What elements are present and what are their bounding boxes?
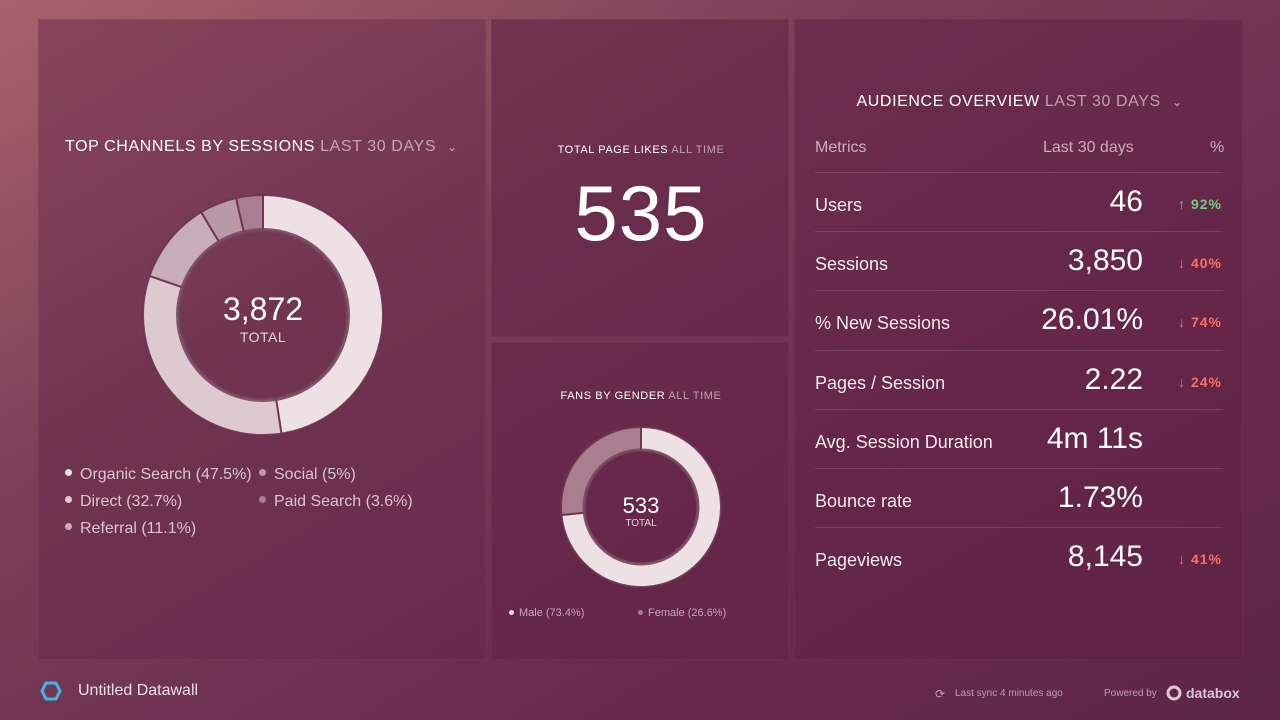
metric-value: 4m 11s [1046, 421, 1143, 455]
metric-change-badge: ↑ 92% [1178, 196, 1222, 212]
datawall-logo-icon [40, 681, 62, 701]
audience-overview-period: LAST 30 DAYS [1044, 93, 1161, 110]
metric-change-value: 41% [1190, 551, 1222, 568]
metric-row: Bounce rate 1.73% [815, 468, 1223, 527]
column-header-period: Last 30 days [1043, 139, 1134, 156]
legend-dot [259, 469, 266, 477]
top-channels-title-text: TOP CHANNELS BY SESSIONS [65, 138, 316, 155]
metric-change-value: 24% [1190, 373, 1222, 390]
metric-value: 26.01% [1041, 303, 1143, 337]
fans-by-gender-panel: FANS BY GENDER ALL TIME 533 TOTAL Male (… [491, 342, 789, 660]
metric-change-badge: ↓ 74% [1178, 314, 1222, 330]
last-sync-status: Last sync 4 minutes ago [955, 688, 1063, 699]
channels-total-label: TOTAL [240, 329, 286, 345]
chevron-down-icon[interactable]: ⌄ [1171, 95, 1183, 109]
legend-label: Paid Search (3.6%) [274, 493, 413, 510]
legend-dot [509, 609, 514, 615]
metric-change-value: 74% [1190, 314, 1222, 331]
powered-by-label: Powered by [1104, 688, 1157, 699]
channels-total-value: 3,872 [223, 291, 303, 327]
legend-item-paid-search: Paid Search (3.6%) [259, 493, 413, 511]
fans-by-gender-period: ALL TIME [668, 390, 722, 402]
metric-label: Users [815, 195, 863, 215]
metric-value: 1.73% [1057, 481, 1143, 514]
metric-row: Pages / Session 2.22 ↓ 24% [815, 349, 1223, 409]
metric-value: 3,850 [1067, 244, 1143, 278]
legend-item-organic-search: Organic Search (47.5%) [65, 466, 252, 484]
metric-row: % New Sessions 26.01% ↓ 74% [815, 290, 1223, 349]
legend-label: Organic Search (47.5%) [80, 466, 252, 483]
metric-value: 46 [1109, 185, 1143, 218]
top-channels-title[interactable]: TOP CHANNELS BY SESSIONS LAST 30 DAYS ⌄ [65, 138, 458, 156]
chevron-down-icon[interactable]: ⌄ [447, 140, 458, 154]
legend-item-referral: Referral (11.1%) [65, 520, 196, 538]
databox-brand[interactable]: databox [1186, 685, 1240, 701]
metric-row: Pageviews 8,145 ↓ 41% [815, 527, 1223, 586]
databox-logo-icon [1166, 685, 1182, 701]
metric-row: Users 46 ↑ 92% [815, 172, 1223, 231]
legend-label: Referral (11.1%) [80, 520, 197, 537]
datawall-title[interactable]: Untitled Datawall [78, 682, 199, 699]
gender-donut-inner-ring [582, 448, 700, 566]
legend-label: Social (5%) [274, 466, 356, 483]
column-header-metrics: Metrics [815, 139, 867, 156]
legend-label: Direct (32.7%) [80, 493, 183, 510]
metric-value: 8,145 [1067, 540, 1143, 574]
arrow-up-icon: ↑ [1178, 196, 1191, 212]
legend-item-direct: Direct (32.7%) [65, 493, 182, 511]
metric-row: Sessions 3,850 ↓ 40% [815, 231, 1223, 290]
audience-overview-title-text: AUDIENCE OVERVIEW [856, 93, 1040, 110]
column-header-percent: % [1210, 139, 1225, 156]
metric-label: Avg. Session Duration [815, 431, 993, 452]
metric-change-badge: ↓ 41% [1178, 551, 1222, 567]
arrow-down-icon: ↓ [1178, 551, 1191, 568]
metric-change-value: 40% [1190, 255, 1222, 272]
fans-by-gender-title-text: FANS BY GENDER [560, 390, 666, 402]
gender-total-value: 533 [623, 493, 660, 518]
fans-by-gender-title: FANS BY GENDER ALL TIME [492, 390, 790, 402]
audience-overview-panel: AUDIENCE OVERVIEW LAST 30 DAYS ⌄ Metrics… [794, 19, 1243, 660]
arrow-down-icon: ↓ [1178, 314, 1191, 331]
legend-label: Female (26.6%) [648, 607, 727, 619]
metric-label: Bounce rate [815, 491, 913, 511]
arrow-down-icon: ↓ [1178, 255, 1191, 272]
legend-dot [65, 469, 72, 477]
page-likes-panel: TOTAL PAGE LIKES ALL TIME 535 [491, 19, 789, 337]
legend-item-female: Female (26.6%) [638, 607, 726, 619]
metric-label: % New Sessions [815, 313, 951, 334]
arrow-down-icon: ↓ [1178, 373, 1191, 390]
metric-change-badge: ↓ 24% [1178, 374, 1222, 390]
top-channels-panel: TOP CHANNELS BY SESSIONS LAST 30 DAYS ⌄ … [38, 19, 486, 660]
legend-label: Male (73.4%) [519, 607, 585, 619]
legend-item-social: Social (5%) [259, 466, 356, 484]
metric-row: Avg. Session Duration 4m 11s [815, 408, 1223, 468]
metric-change-value: 92% [1190, 196, 1222, 212]
metric-label: Pageviews [815, 550, 903, 571]
metric-label: Pages / Session [815, 372, 946, 393]
page-likes-period: ALL TIME [671, 144, 725, 156]
gender-donut-chart: 533 TOTAL [560, 425, 722, 588]
page-likes-value: 535 [574, 169, 708, 257]
channels-donut-inner-ring [176, 228, 350, 402]
legend-dot [259, 496, 266, 504]
audience-overview-title[interactable]: AUDIENCE OVERVIEW LAST 30 DAYS ⌄ [795, 93, 1244, 111]
page-likes-title: TOTAL PAGE LIKES ALL TIME [492, 144, 790, 156]
top-channels-period: LAST 30 DAYS [320, 138, 437, 155]
metric-label: Sessions [815, 254, 889, 275]
metric-change-badge: ↓ 40% [1178, 255, 1222, 271]
legend-item-male: Male (73.4%) [509, 607, 584, 619]
legend-dot [65, 523, 72, 531]
sync-icon: ⟳ [935, 687, 946, 701]
metric-value: 2.22 [1084, 362, 1143, 396]
channels-donut-chart: 3,872 TOTAL [142, 193, 384, 436]
page-likes-title-text: TOTAL PAGE LIKES [557, 144, 669, 156]
gender-total-label: TOTAL [625, 518, 657, 529]
legend-dot [65, 496, 72, 504]
legend-dot [638, 609, 643, 615]
